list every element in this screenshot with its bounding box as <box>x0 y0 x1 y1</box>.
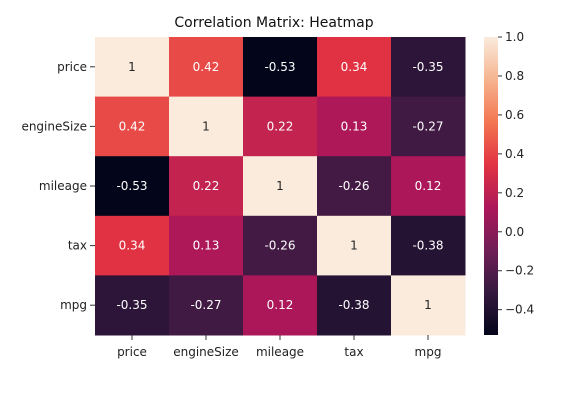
cell-value-label: 0.22 <box>193 179 220 193</box>
cell-value-label: -0.26 <box>338 179 369 193</box>
row-labels: price engineSize mileage tax mpg <box>21 60 95 312</box>
heatmap-cell <box>169 96 244 157</box>
column-labels: price engineSize mileage tax mpg <box>117 335 441 359</box>
heatmap-cell <box>391 215 466 276</box>
cell-value-label: 1 <box>424 298 432 312</box>
column-label: mileage <box>256 345 304 359</box>
cell-value-label: 0.12 <box>267 298 294 312</box>
colorbar-tick-label: −0.2 <box>505 264 534 278</box>
cell-value-label: -0.26 <box>264 239 295 253</box>
heatmap-cell <box>169 37 244 98</box>
colorbar-tick-label: 0.6 <box>505 108 524 122</box>
heatmap-cell <box>317 215 392 276</box>
colorbar-gradient <box>484 37 498 335</box>
cell-value-label: 0.13 <box>193 239 220 253</box>
heatmap-cell <box>317 156 392 217</box>
cell-value-label: 0.42 <box>119 119 146 133</box>
cell-value-label: -0.35 <box>412 60 443 74</box>
heatmap-cell <box>243 96 318 157</box>
heatmap-cell <box>391 275 466 336</box>
heatmap-cell <box>95 156 170 217</box>
row-label: price <box>57 60 87 74</box>
colorbar-tick-label: 0.8 <box>505 69 524 83</box>
heatmap-cell <box>169 215 244 276</box>
heatmap-cell <box>317 96 392 157</box>
row-label: engineSize <box>21 119 87 133</box>
heatmap-cell <box>243 156 318 217</box>
cell-value-label: 0.34 <box>119 239 146 253</box>
column-label: mpg <box>415 345 442 359</box>
heatmap-cell <box>243 275 318 336</box>
row-label: tax <box>68 239 87 253</box>
cell-value-label: 1 <box>276 179 284 193</box>
heatmap-cell <box>391 156 466 217</box>
cell-value-label: 1 <box>202 119 210 133</box>
cell-value-label: -0.53 <box>116 179 147 193</box>
heatmap-cell <box>95 275 170 336</box>
heatmap-cell <box>391 37 466 98</box>
heatmap-cells: 1 0.42 -0.53 0.34 -0.35 0.42 1 0.22 0.13 -0.27 -0.… <box>95 37 466 336</box>
heatmap-cell <box>243 215 318 276</box>
colorbar-tick-label: 0.2 <box>505 186 524 200</box>
colorbar: 1.0 0.8 0.6 0.4 0.2 0.0 −0.2 −0.4 <box>484 30 534 335</box>
column-label: price <box>117 345 147 359</box>
heatmap-cell <box>95 37 170 98</box>
chart-title: Correlation Matrix: Heatmap <box>174 15 373 31</box>
heatmap-cell <box>317 37 392 98</box>
heatmap-cell <box>169 156 244 217</box>
heatmap-cell <box>95 215 170 276</box>
colorbar-tick-label: 0.0 <box>505 225 524 239</box>
cell-value-label: -0.27 <box>190 298 221 312</box>
row-label: mpg <box>60 298 87 312</box>
cell-value-label: 0.12 <box>415 179 442 193</box>
cell-value-label: 1 <box>128 60 136 74</box>
cell-value-label: -0.38 <box>338 298 369 312</box>
heatmap-cell <box>95 96 170 157</box>
heatmap-cell <box>169 275 244 336</box>
cell-value-label: 0.34 <box>341 60 368 74</box>
cell-value-label: -0.35 <box>116 298 147 312</box>
heatmap-cell <box>391 96 466 157</box>
colorbar-tick-label: −0.4 <box>505 303 534 317</box>
cell-value-label: 0.22 <box>267 119 294 133</box>
colorbar-tick-label: 1.0 <box>505 30 524 44</box>
colorbar-tick-label: 0.4 <box>505 147 524 161</box>
heatmap-cell <box>243 37 318 98</box>
row-label: mileage <box>39 179 87 193</box>
cell-value-label: -0.53 <box>264 60 295 74</box>
cell-value-label: 1 <box>350 239 358 253</box>
heatmap-cell <box>317 275 392 336</box>
cell-value-label: -0.38 <box>412 239 443 253</box>
column-label: tax <box>344 345 363 359</box>
cell-value-label: -0.27 <box>412 119 443 133</box>
column-label: engineSize <box>173 345 239 359</box>
cell-value-label: 0.42 <box>193 60 220 74</box>
cell-value-label: 0.13 <box>341 119 368 133</box>
